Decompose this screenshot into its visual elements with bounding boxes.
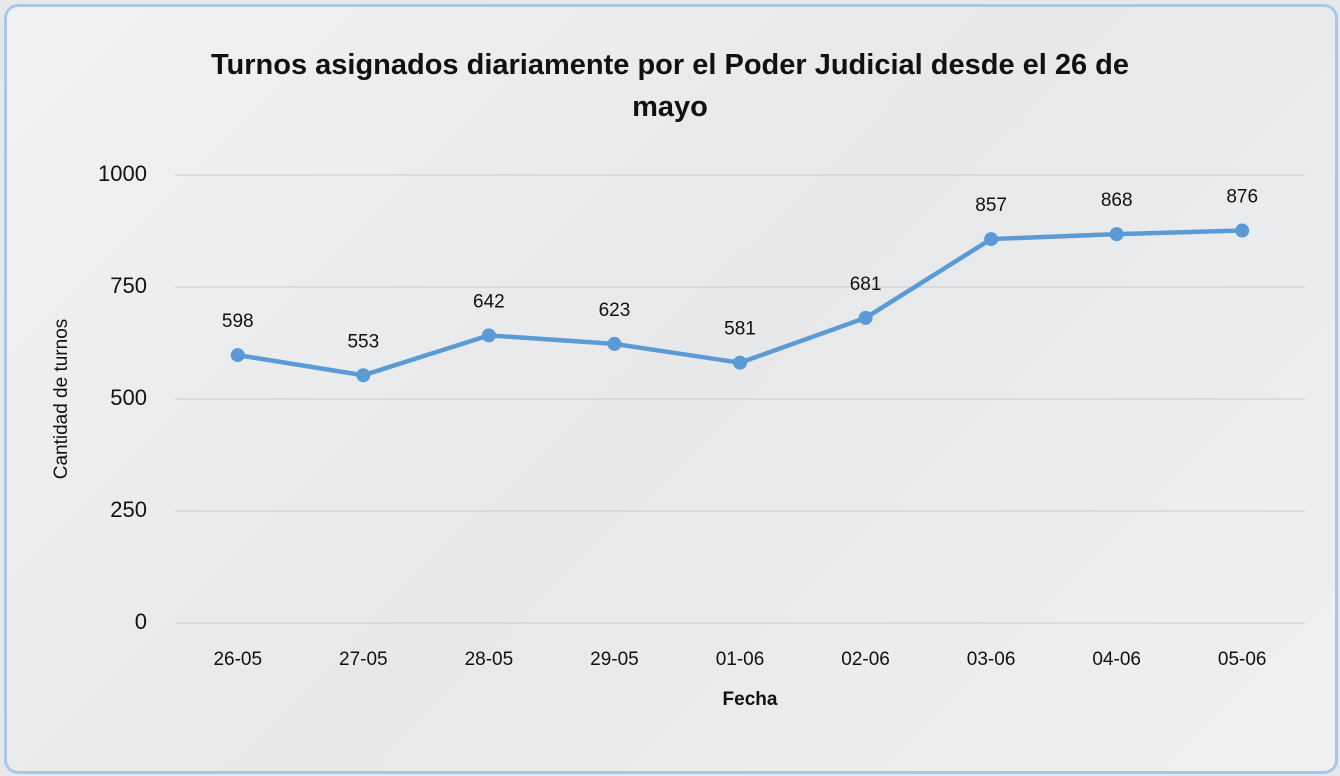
- y-tick-label: 250: [110, 497, 147, 522]
- x-tick-label: 01-06: [716, 649, 765, 670]
- data-label: 581: [724, 319, 756, 340]
- y-tick-label: 500: [110, 385, 147, 410]
- x-tick-label: 26-05: [213, 649, 262, 670]
- y-tick-label: 1000: [98, 161, 147, 186]
- data-label: 876: [1226, 187, 1258, 208]
- marker: [356, 368, 370, 382]
- x-tick-label: 03-06: [967, 649, 1016, 670]
- y-tick-label: 750: [110, 273, 147, 298]
- x-tick-label: 27-05: [339, 649, 388, 670]
- data-label: 623: [599, 300, 631, 321]
- marker: [607, 337, 621, 351]
- data-label: 868: [1101, 190, 1133, 211]
- y-axis-label: Cantidad de turnos: [51, 319, 72, 480]
- page: Turnos asignados diariamente por el Pode…: [0, 0, 1340, 776]
- data-label: 553: [347, 331, 379, 352]
- marker: [859, 311, 873, 325]
- x-tick-label: 05-06: [1218, 649, 1267, 670]
- x-tick-label: 04-06: [1092, 649, 1141, 670]
- x-tick-label: 29-05: [590, 649, 639, 670]
- marker: [231, 348, 245, 362]
- marker: [733, 356, 747, 370]
- line: [238, 231, 1242, 376]
- data-label: 857: [975, 195, 1007, 216]
- y-tick-label: 0: [135, 609, 147, 634]
- chart: Cantidad de turnos Fecha 0 250 500 750 1000 2…: [0, 0, 1340, 776]
- data-label: 598: [222, 311, 254, 332]
- marker: [1110, 227, 1124, 241]
- x-tick-label: 02-06: [841, 649, 890, 670]
- marker: [1235, 224, 1249, 238]
- x-tick-label: 28-05: [465, 649, 514, 670]
- data-label: 642: [473, 291, 505, 312]
- x-axis-label: Fecha: [723, 689, 778, 710]
- marker: [482, 328, 496, 342]
- marker: [984, 232, 998, 246]
- data-label: 681: [850, 274, 882, 295]
